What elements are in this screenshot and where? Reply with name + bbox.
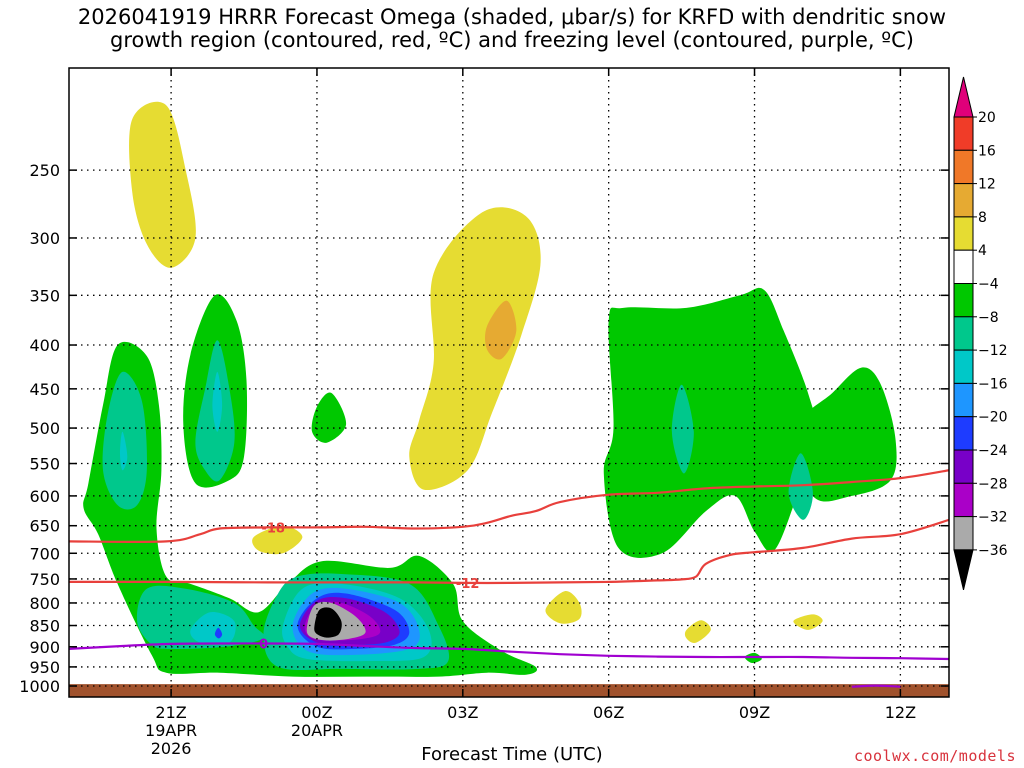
omega-region — [788, 453, 813, 520]
grid-lines — [69, 68, 949, 697]
colorbar-swatch — [953, 149, 974, 185]
omega-region — [793, 614, 823, 630]
colorbar-swatch — [953, 249, 974, 284]
ground-fill — [69, 684, 949, 697]
x-tick-label: 2026 — [151, 739, 192, 758]
y-tick-label: 300 — [29, 229, 60, 248]
y-tick-label: 700 — [29, 544, 60, 563]
colorbar-swatch — [953, 216, 974, 251]
colorbar: 20 16 12 8 4 −4 −8 −12 −16 −20 −24 −28 −32 −36 — [953, 76, 1008, 591]
colorbar-swatch — [953, 183, 974, 218]
colorbar-swatch — [953, 349, 974, 384]
credit-text: coolwx.com/models — [853, 747, 1016, 765]
omega-region — [545, 591, 582, 624]
colorbar-label: −36 — [978, 543, 1008, 559]
colorbar-label: 8 — [978, 210, 987, 226]
omega-region — [797, 367, 897, 502]
y-tick-label: 350 — [29, 286, 60, 305]
colorbar-swatch — [953, 382, 974, 418]
omega-region — [214, 627, 223, 639]
y-tick-label: 400 — [29, 336, 60, 355]
contour-label: -12 — [456, 577, 480, 592]
x-axis-label: Forecast Time (UTC) — [421, 744, 603, 765]
colorbar-label: 4 — [978, 243, 987, 259]
x-tick-label: 00Z — [301, 703, 332, 722]
x-tick-label: 03Z — [447, 703, 478, 722]
colorbar-label: −20 — [978, 410, 1008, 426]
temperature-contour-line — [69, 469, 949, 544]
y-tick-label: 650 — [29, 517, 60, 536]
y-tick-label: 850 — [29, 617, 60, 636]
y-tick-label: 250 — [29, 161, 60, 180]
temperature-contour-line — [851, 684, 901, 688]
chart-title: 2026041919 HRRR Forecast Omega (shaded, … — [77, 5, 947, 52]
contour-label: 0 — [259, 637, 268, 652]
omega-region — [684, 620, 711, 643]
y-tick-label: 450 — [29, 380, 60, 399]
y-tick-label: 550 — [29, 455, 60, 474]
contour-label: -18 — [261, 521, 285, 536]
colorbar-label: 12 — [978, 177, 996, 193]
contour-labels: -18 -12 0 — [259, 521, 480, 652]
y-tick-label: 900 — [29, 638, 60, 657]
omega-region — [484, 300, 517, 360]
x-tick-label: 12Z — [885, 703, 916, 722]
colorbar-label: −4 — [978, 277, 999, 293]
colorbar-swatch — [953, 283, 974, 318]
x-tick-label: 09Z — [739, 703, 770, 722]
temperature-contours — [69, 469, 949, 688]
omega-region — [311, 392, 347, 443]
y-tick-label: 950 — [29, 658, 60, 677]
temperature-contour-line — [69, 518, 949, 585]
omega-region — [212, 371, 223, 432]
colorbar-label: −16 — [978, 376, 1008, 392]
colorbar-label: −8 — [978, 310, 999, 326]
colorbar-label: 20 — [978, 110, 996, 126]
colorbar-label: 16 — [978, 143, 996, 159]
colorbar-label: −32 — [978, 510, 1008, 526]
y-tick-label: 750 — [29, 570, 60, 589]
x-tick-label: 20APR — [291, 721, 343, 740]
omega-region — [671, 384, 694, 474]
x-tick-label: 21Z — [155, 703, 186, 722]
colorbar-bottom-arrow — [953, 549, 974, 591]
omega-region — [409, 207, 541, 491]
colorbar-swatch — [953, 449, 974, 484]
colorbar-swatch — [953, 116, 974, 151]
x-tick-label: 06Z — [593, 703, 624, 722]
colorbar-label: −28 — [978, 476, 1008, 492]
colorbar-swatch — [953, 316, 974, 351]
x-tick-label: 19APR — [145, 721, 197, 740]
omega-region — [120, 431, 128, 471]
omega-region — [314, 607, 342, 638]
colorbar-swatch — [953, 482, 974, 518]
colorbar-label: −24 — [978, 443, 1008, 459]
y-tick-label: 500 — [29, 419, 60, 438]
colorbar-swatch — [953, 416, 974, 451]
temperature-contour-line — [69, 642, 949, 661]
ground-layer — [69, 684, 949, 697]
colorbar-top-arrow — [953, 76, 974, 118]
y-tick-label: 1000 — [19, 677, 60, 696]
omega-region — [603, 287, 818, 558]
plot-frame — [68, 67, 950, 698]
y-tick-label: 600 — [29, 487, 60, 506]
omega-region — [252, 525, 303, 555]
y-axis: 250 300 350 400 450 500 550 600 650 700 750 800 850 9… — [19, 161, 949, 696]
omega-region — [129, 101, 196, 268]
colorbar-label: −12 — [978, 343, 1008, 359]
omega-shading — [83, 101, 897, 677]
omega-region — [190, 611, 236, 645]
colorbar-swatch — [953, 516, 974, 551]
y-tick-label: 800 — [29, 594, 60, 613]
